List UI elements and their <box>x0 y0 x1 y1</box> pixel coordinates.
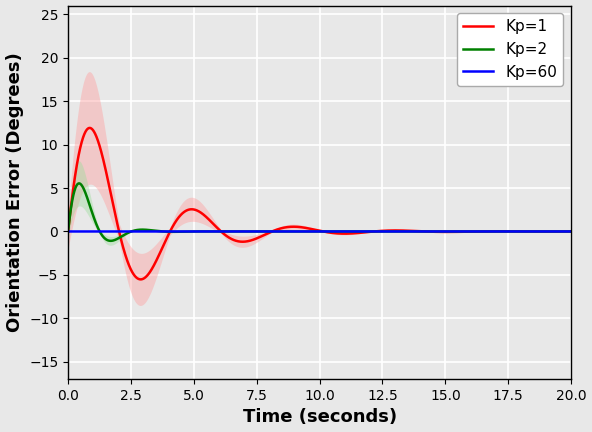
Kp=2 <box>107 238 114 244</box>
Kp=60 <box>65 229 72 234</box>
Y-axis label: Orientation Error (Degrees): Orientation Error (Degrees) <box>5 52 24 332</box>
Kp=60 <box>304 229 311 234</box>
Kp=2 <box>276 229 283 234</box>
Kp=1 <box>430 229 437 234</box>
Kp=60 <box>568 229 575 234</box>
Kp=1 <box>86 125 94 130</box>
Kp=60 <box>280 229 287 234</box>
Kp=2 <box>527 229 535 234</box>
Kp=2 <box>552 229 559 234</box>
Kp=2 <box>430 229 437 234</box>
Kp=1 <box>304 226 311 231</box>
Kp=1 <box>280 225 287 230</box>
Kp=60 <box>276 229 283 234</box>
Kp=1 <box>276 226 283 231</box>
Kp=60 <box>552 229 559 234</box>
Kp=60 <box>527 229 534 234</box>
Line: Kp=2: Kp=2 <box>68 184 571 241</box>
Kp=2 <box>75 181 82 186</box>
X-axis label: Time (seconds): Time (seconds) <box>243 408 397 426</box>
Kp=2 <box>65 229 72 234</box>
Kp=2 <box>568 229 575 234</box>
Kp=1 <box>568 229 575 234</box>
Kp=1 <box>137 277 144 282</box>
Kp=1 <box>65 229 72 234</box>
Line: Kp=1: Kp=1 <box>68 128 571 280</box>
Kp=2 <box>304 229 311 234</box>
Kp=2 <box>280 229 287 234</box>
Legend: Kp=1, Kp=2, Kp=60: Kp=1, Kp=2, Kp=60 <box>456 13 564 86</box>
Kp=1 <box>527 229 535 234</box>
Kp=1 <box>552 229 559 234</box>
Kp=60 <box>430 229 437 234</box>
